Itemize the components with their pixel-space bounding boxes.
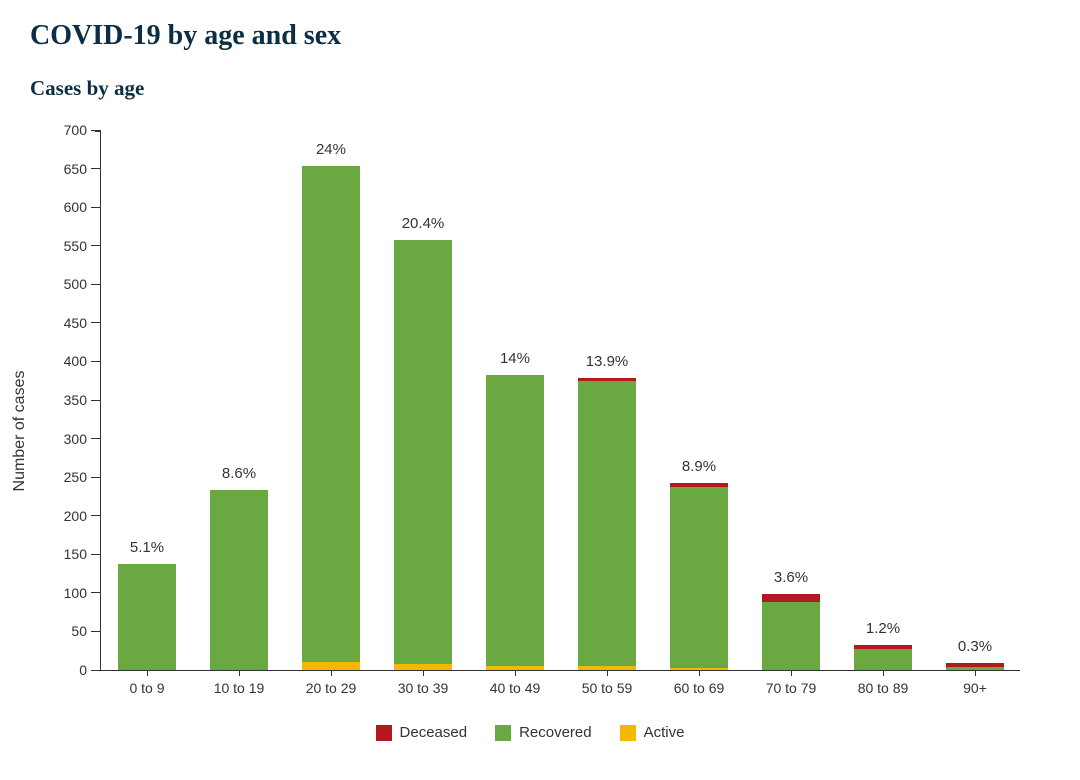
page-title: COVID-19 by age and sex <box>30 20 1050 52</box>
bar-segment-recovered <box>762 602 819 670</box>
bar-segment-recovered <box>854 649 911 670</box>
bar-value-label: 0.3% <box>958 638 992 655</box>
x-tick-label: 10 to 19 <box>214 670 265 696</box>
legend-label: Active <box>644 724 685 741</box>
y-tick-label: 400 <box>64 353 101 369</box>
legend-swatch <box>495 725 511 741</box>
x-tick-label: 60 to 69 <box>674 670 725 696</box>
y-tick-label: 100 <box>64 585 101 601</box>
bar-value-label: 24% <box>316 141 346 158</box>
bar-segment-deceased <box>578 378 635 381</box>
bar-segment-recovered <box>302 166 359 662</box>
plot-area: 0501001502002503003504004505005506006507… <box>100 131 1020 671</box>
y-tick-label: 500 <box>64 276 101 292</box>
bar-segment-active <box>670 668 727 670</box>
bar-value-label: 3.6% <box>774 569 808 586</box>
legend-label: Deceased <box>400 724 468 741</box>
y-tick-label: 150 <box>64 546 101 562</box>
bar-segment-recovered <box>670 487 727 668</box>
x-tick-label: 90+ <box>963 670 987 696</box>
y-tick-label: 0 <box>79 662 101 678</box>
bar-value-label: 1.2% <box>866 620 900 637</box>
x-tick-label: 30 to 39 <box>398 670 449 696</box>
y-axis-label: Number of cases <box>11 371 29 492</box>
bar-value-label: 8.6% <box>222 465 256 482</box>
bar-segment-active <box>578 666 635 670</box>
bar-segment-active <box>302 662 359 670</box>
legend-item-deceased: Deceased <box>376 724 468 741</box>
bar-value-label: 14% <box>500 350 530 367</box>
bar-value-label: 8.9% <box>682 458 716 475</box>
x-tick-label: 40 to 49 <box>490 670 541 696</box>
bar-segment-recovered <box>394 240 451 664</box>
bar-segment-recovered <box>118 564 175 670</box>
x-tick-label: 20 to 29 <box>306 670 357 696</box>
y-tick-label: 700 <box>64 122 101 138</box>
x-tick-label: 70 to 79 <box>766 670 817 696</box>
legend: Deceased Recovered Active <box>30 724 1030 741</box>
y-tick-label: 450 <box>64 315 101 331</box>
bar-segment-deceased <box>854 645 911 650</box>
bar-segment-recovered <box>210 490 267 671</box>
bar-segment-recovered <box>578 381 635 666</box>
y-tick-label: 50 <box>71 623 101 639</box>
bar-segment-active <box>486 666 543 670</box>
legend-item-recovered: Recovered <box>495 724 592 741</box>
bar-value-label: 5.1% <box>130 539 164 556</box>
legend-item-active: Active <box>620 724 685 741</box>
chart-subtitle: Cases by age <box>30 76 1050 101</box>
x-tick-label: 80 to 89 <box>858 670 909 696</box>
y-tick-label: 250 <box>64 469 101 485</box>
y-tick-label: 600 <box>64 199 101 215</box>
y-tick-label: 300 <box>64 431 101 447</box>
bar-segment-deceased <box>670 483 727 488</box>
bar-segment-recovered <box>946 667 1003 670</box>
bar-segment-deceased <box>946 663 1003 667</box>
legend-swatch <box>376 725 392 741</box>
y-tick-label: 200 <box>64 508 101 524</box>
x-tick-label: 0 to 9 <box>129 670 164 696</box>
bar-segment-recovered <box>486 375 543 666</box>
bar-segment-active <box>394 664 451 670</box>
y-tick-label: 350 <box>64 392 101 408</box>
x-tick-label: 50 to 59 <box>582 670 633 696</box>
bar-value-label: 20.4% <box>402 215 445 232</box>
cases-by-age-chart: Number of cases 050100150200250300350400… <box>30 121 1030 741</box>
y-tick-label: 650 <box>64 161 101 177</box>
legend-swatch <box>620 725 636 741</box>
bar-value-label: 13.9% <box>586 353 629 370</box>
bar-segment-deceased <box>762 594 819 602</box>
legend-label: Recovered <box>519 724 592 741</box>
y-tick-label: 550 <box>64 238 101 254</box>
